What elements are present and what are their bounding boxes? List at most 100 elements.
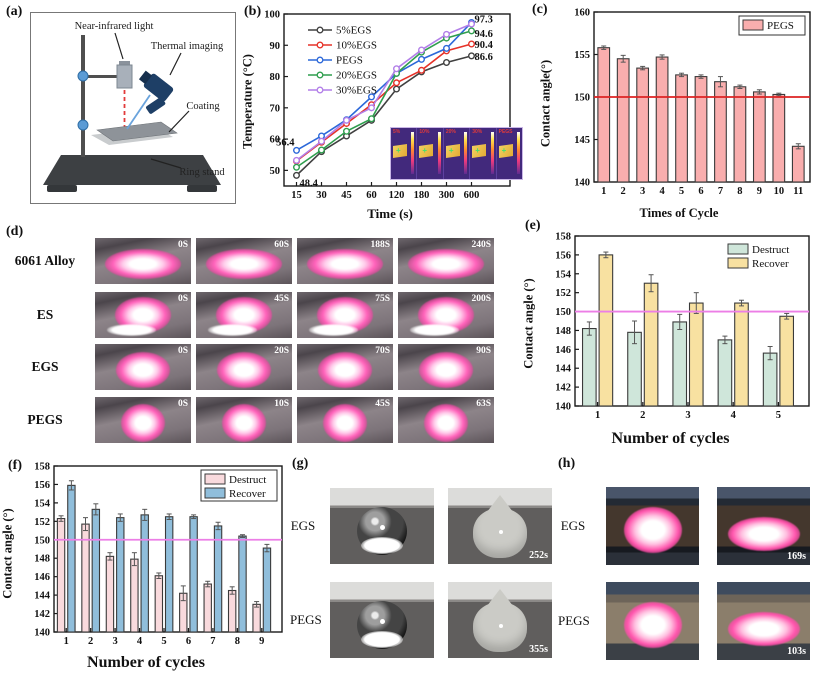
panel-e: (e) Contact angle (°) 140 142 144 146 148 150…	[521, 218, 818, 454]
svg-text:8: 8	[737, 186, 742, 197]
svg-text:156: 156	[34, 480, 50, 491]
thermal-cell: 30% +	[470, 128, 497, 179]
coating-plate	[96, 121, 178, 142]
svg-text:5%EGS: 5%EGS	[336, 25, 371, 37]
svg-text:86.6: 86.6	[475, 52, 493, 63]
droplet-photo: 0S	[95, 292, 191, 338]
svg-text:7: 7	[718, 186, 723, 197]
svg-text:94.6: 94.6	[475, 29, 493, 40]
droplet-photo: 103s	[717, 582, 810, 660]
time-badge: 70S	[375, 346, 390, 356]
panel-h: (h) EGS 169s PEGS 103s	[558, 452, 818, 678]
svg-text:148: 148	[555, 326, 571, 337]
time-badge: 252s	[529, 550, 548, 561]
svg-text:5: 5	[776, 410, 781, 421]
droplet-photo: 0S	[95, 238, 191, 284]
panel-a: (a)	[0, 0, 240, 220]
leader-coating	[168, 110, 190, 133]
time-badge: 0S	[177, 399, 188, 409]
droplet-photo: 45S	[297, 397, 393, 443]
thermal-cell-label: 10%	[419, 129, 430, 135]
time-badge: 45S	[274, 294, 289, 304]
panel-g: (g) EGS 252s PEGS 355s	[290, 452, 558, 678]
time-badge: 10S	[274, 399, 289, 409]
svg-text:9: 9	[259, 636, 264, 647]
svg-text:150: 150	[555, 307, 571, 318]
photo-row-pegs: PEGS 0S 10S 45S 63S	[0, 397, 520, 443]
svg-text:160: 160	[574, 8, 590, 19]
h-row-pegs: PEGS 103s	[558, 582, 810, 660]
svg-text:90.4: 90.4	[475, 40, 494, 51]
frozen-droplet	[473, 507, 527, 558]
row-label: EGS	[31, 359, 59, 374]
thermal-cell-label: PEGS	[498, 129, 513, 135]
crosshair-icon: +	[475, 146, 480, 155]
svg-text:1: 1	[595, 410, 600, 421]
svg-text:144: 144	[34, 591, 51, 602]
ring-stand-schematic: Near-infrared light Thermal imaging Coat…	[43, 21, 225, 192]
schematic-box: Near-infrared light Thermal imaging Coat…	[30, 12, 236, 204]
row-label: EGS	[560, 518, 586, 533]
panel-label-f: (f)	[8, 458, 22, 473]
svg-text:140: 140	[574, 178, 590, 189]
svg-text:30: 30	[316, 190, 327, 201]
svg-text:Recover: Recover	[752, 258, 789, 270]
row-label: EGS	[290, 518, 316, 533]
droplet-photo: 75S	[297, 292, 393, 338]
svg-text:3: 3	[640, 186, 645, 197]
row-label: PEGS	[27, 412, 63, 427]
svg-text:90: 90	[270, 41, 281, 52]
panel-f: (f) Contact angle (°) 140 142 144 146 148 150…	[0, 452, 292, 678]
nir-lamp	[116, 64, 133, 89]
svg-text:300: 300	[439, 190, 455, 201]
svg-text:11: 11	[793, 186, 803, 197]
svg-text:158: 158	[555, 232, 571, 243]
svg-text:154: 154	[34, 498, 51, 509]
svg-text:3: 3	[112, 636, 117, 647]
c-xlabel: Times of Cycle	[639, 206, 719, 220]
svg-text:5: 5	[161, 636, 166, 647]
e-ylabel: Contact angle (°)	[521, 278, 536, 369]
svg-text:152: 152	[555, 288, 571, 299]
panel-label-h: (h)	[558, 456, 576, 471]
svg-text:10: 10	[774, 186, 785, 197]
time-badge: 103s	[787, 646, 806, 657]
time-badge: 188S	[370, 240, 390, 250]
droplet-photo	[330, 582, 434, 658]
glowing-droplet	[623, 601, 682, 648]
nir-lamp-cap	[119, 61, 130, 66]
svg-text:146: 146	[555, 345, 571, 356]
label-nir: Near-infrared light	[75, 21, 154, 32]
svg-text:140: 140	[555, 402, 571, 413]
svg-text:158: 158	[34, 462, 50, 473]
droplet-photo	[330, 488, 434, 564]
svg-text:148: 148	[34, 554, 50, 565]
panel-label-b: (b)	[244, 4, 262, 19]
svg-text:100: 100	[264, 10, 280, 21]
photo-row-6061-alloy: 6061 Alloy 0S 60S 188S 240S	[0, 238, 520, 284]
crosshair-icon: +	[501, 146, 507, 155]
e-xlabel: Number of cycles	[611, 430, 730, 447]
time-badge: 75S	[375, 294, 390, 304]
chart-e-canvas: 140 142 144 146 148 150 152 154 156 158 1 2 3 4 5 Destr…	[555, 232, 810, 421]
droplet-photo: 0S	[95, 397, 191, 443]
time-badge: 355s	[529, 644, 548, 655]
droplet-photo: 70S	[297, 344, 393, 390]
droplet-photo: 20S	[196, 344, 292, 390]
droplet-photo: 0S	[95, 344, 191, 390]
svg-text:1: 1	[601, 186, 606, 197]
droplet-photo: 63S	[398, 397, 494, 443]
droplet-photo: 60S	[196, 238, 292, 284]
thermal-cell: 5% +	[391, 128, 418, 179]
stand-foot-right	[187, 185, 217, 192]
svg-text:30%EGS: 30%EGS	[336, 85, 377, 97]
svg-text:146: 146	[34, 572, 50, 583]
thermal-cell-label: 30%	[472, 129, 483, 135]
svg-text:8: 8	[235, 636, 240, 647]
droplet-photo: 355s	[448, 582, 552, 658]
time-badge: 240S	[471, 240, 491, 250]
stand-pole	[81, 35, 85, 157]
svg-text:6: 6	[186, 636, 191, 647]
svg-text:60: 60	[270, 135, 281, 146]
